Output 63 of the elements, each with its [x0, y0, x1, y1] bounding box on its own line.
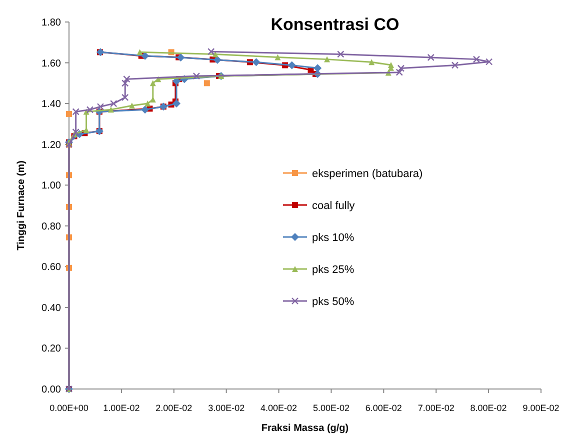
point: [72, 128, 80, 136]
x-tick-label: 5.00E-02: [312, 403, 350, 413]
x-tick-label: 9.00E-02: [522, 403, 560, 413]
point: [141, 106, 150, 114]
x-tick-label: 6.00E-02: [365, 403, 402, 413]
x-tick-label: 0.00E+00: [50, 403, 88, 413]
legend-label: pks 50%: [312, 296, 354, 308]
point: [66, 110, 72, 117]
point: [337, 50, 344, 58]
x-tick-label: 1.00E-02: [103, 403, 140, 413]
point: [122, 94, 129, 102]
x-tick-label: 8.00E-02: [470, 403, 507, 413]
x-tick-label: 7.00E-02: [418, 403, 454, 413]
point: [396, 68, 403, 76]
legend-label: eksperimen (batubara): [312, 168, 423, 180]
point: [368, 59, 375, 66]
point: [110, 100, 118, 108]
point: [485, 58, 493, 66]
point: [388, 62, 394, 68]
point: [314, 64, 322, 72]
point: [144, 100, 151, 107]
point: [128, 102, 135, 109]
legend-label: coal fully: [312, 200, 356, 212]
point: [274, 54, 281, 60]
legend-label: pks 25%: [312, 264, 354, 276]
point: [108, 106, 114, 113]
point: [288, 61, 296, 70]
point: [122, 80, 129, 87]
point: [172, 100, 181, 108]
point: [176, 53, 185, 62]
point: [427, 54, 434, 62]
point: [472, 56, 480, 63]
point: [72, 108, 80, 116]
y-tick-label: 1.80: [42, 18, 62, 28]
point: [96, 103, 104, 110]
y-tick-label: 1.20: [42, 140, 62, 151]
x-tick-label: 4.00E-02: [260, 403, 298, 413]
chart-title: Konsentrasi CO: [270, 15, 400, 34]
y-tick-label: 1.60: [42, 58, 62, 70]
y-tick-label: 0.00: [42, 384, 62, 396]
y-tick-label: 0.20: [42, 344, 62, 355]
x-tick-label: 2.00E-02: [156, 403, 192, 413]
y-tick-label: 0.60: [42, 262, 62, 274]
point: [213, 56, 222, 64]
point: [208, 48, 215, 56]
point: [451, 62, 459, 69]
y-tick-label: 1.40: [42, 99, 62, 110]
point: [397, 64, 405, 72]
point: [204, 80, 210, 86]
y-tick-label: 0.80: [42, 221, 62, 232]
point: [136, 49, 143, 56]
point: [192, 72, 200, 80]
y-axis-title: Tinggi Furnace (m): [16, 160, 27, 250]
y-tick-label: 1.00: [42, 180, 62, 192]
point: [86, 106, 94, 114]
x-axis-title: Fraksi Massa (g/g): [261, 423, 349, 434]
x-tick-label: 3.00E-02: [208, 403, 245, 413]
point: [252, 58, 260, 66]
point: [150, 80, 156, 86]
point: [324, 56, 330, 62]
legend-label: pks 10%: [312, 232, 354, 244]
y-tick-label: 0.40: [42, 302, 62, 314]
point: [123, 75, 130, 83]
